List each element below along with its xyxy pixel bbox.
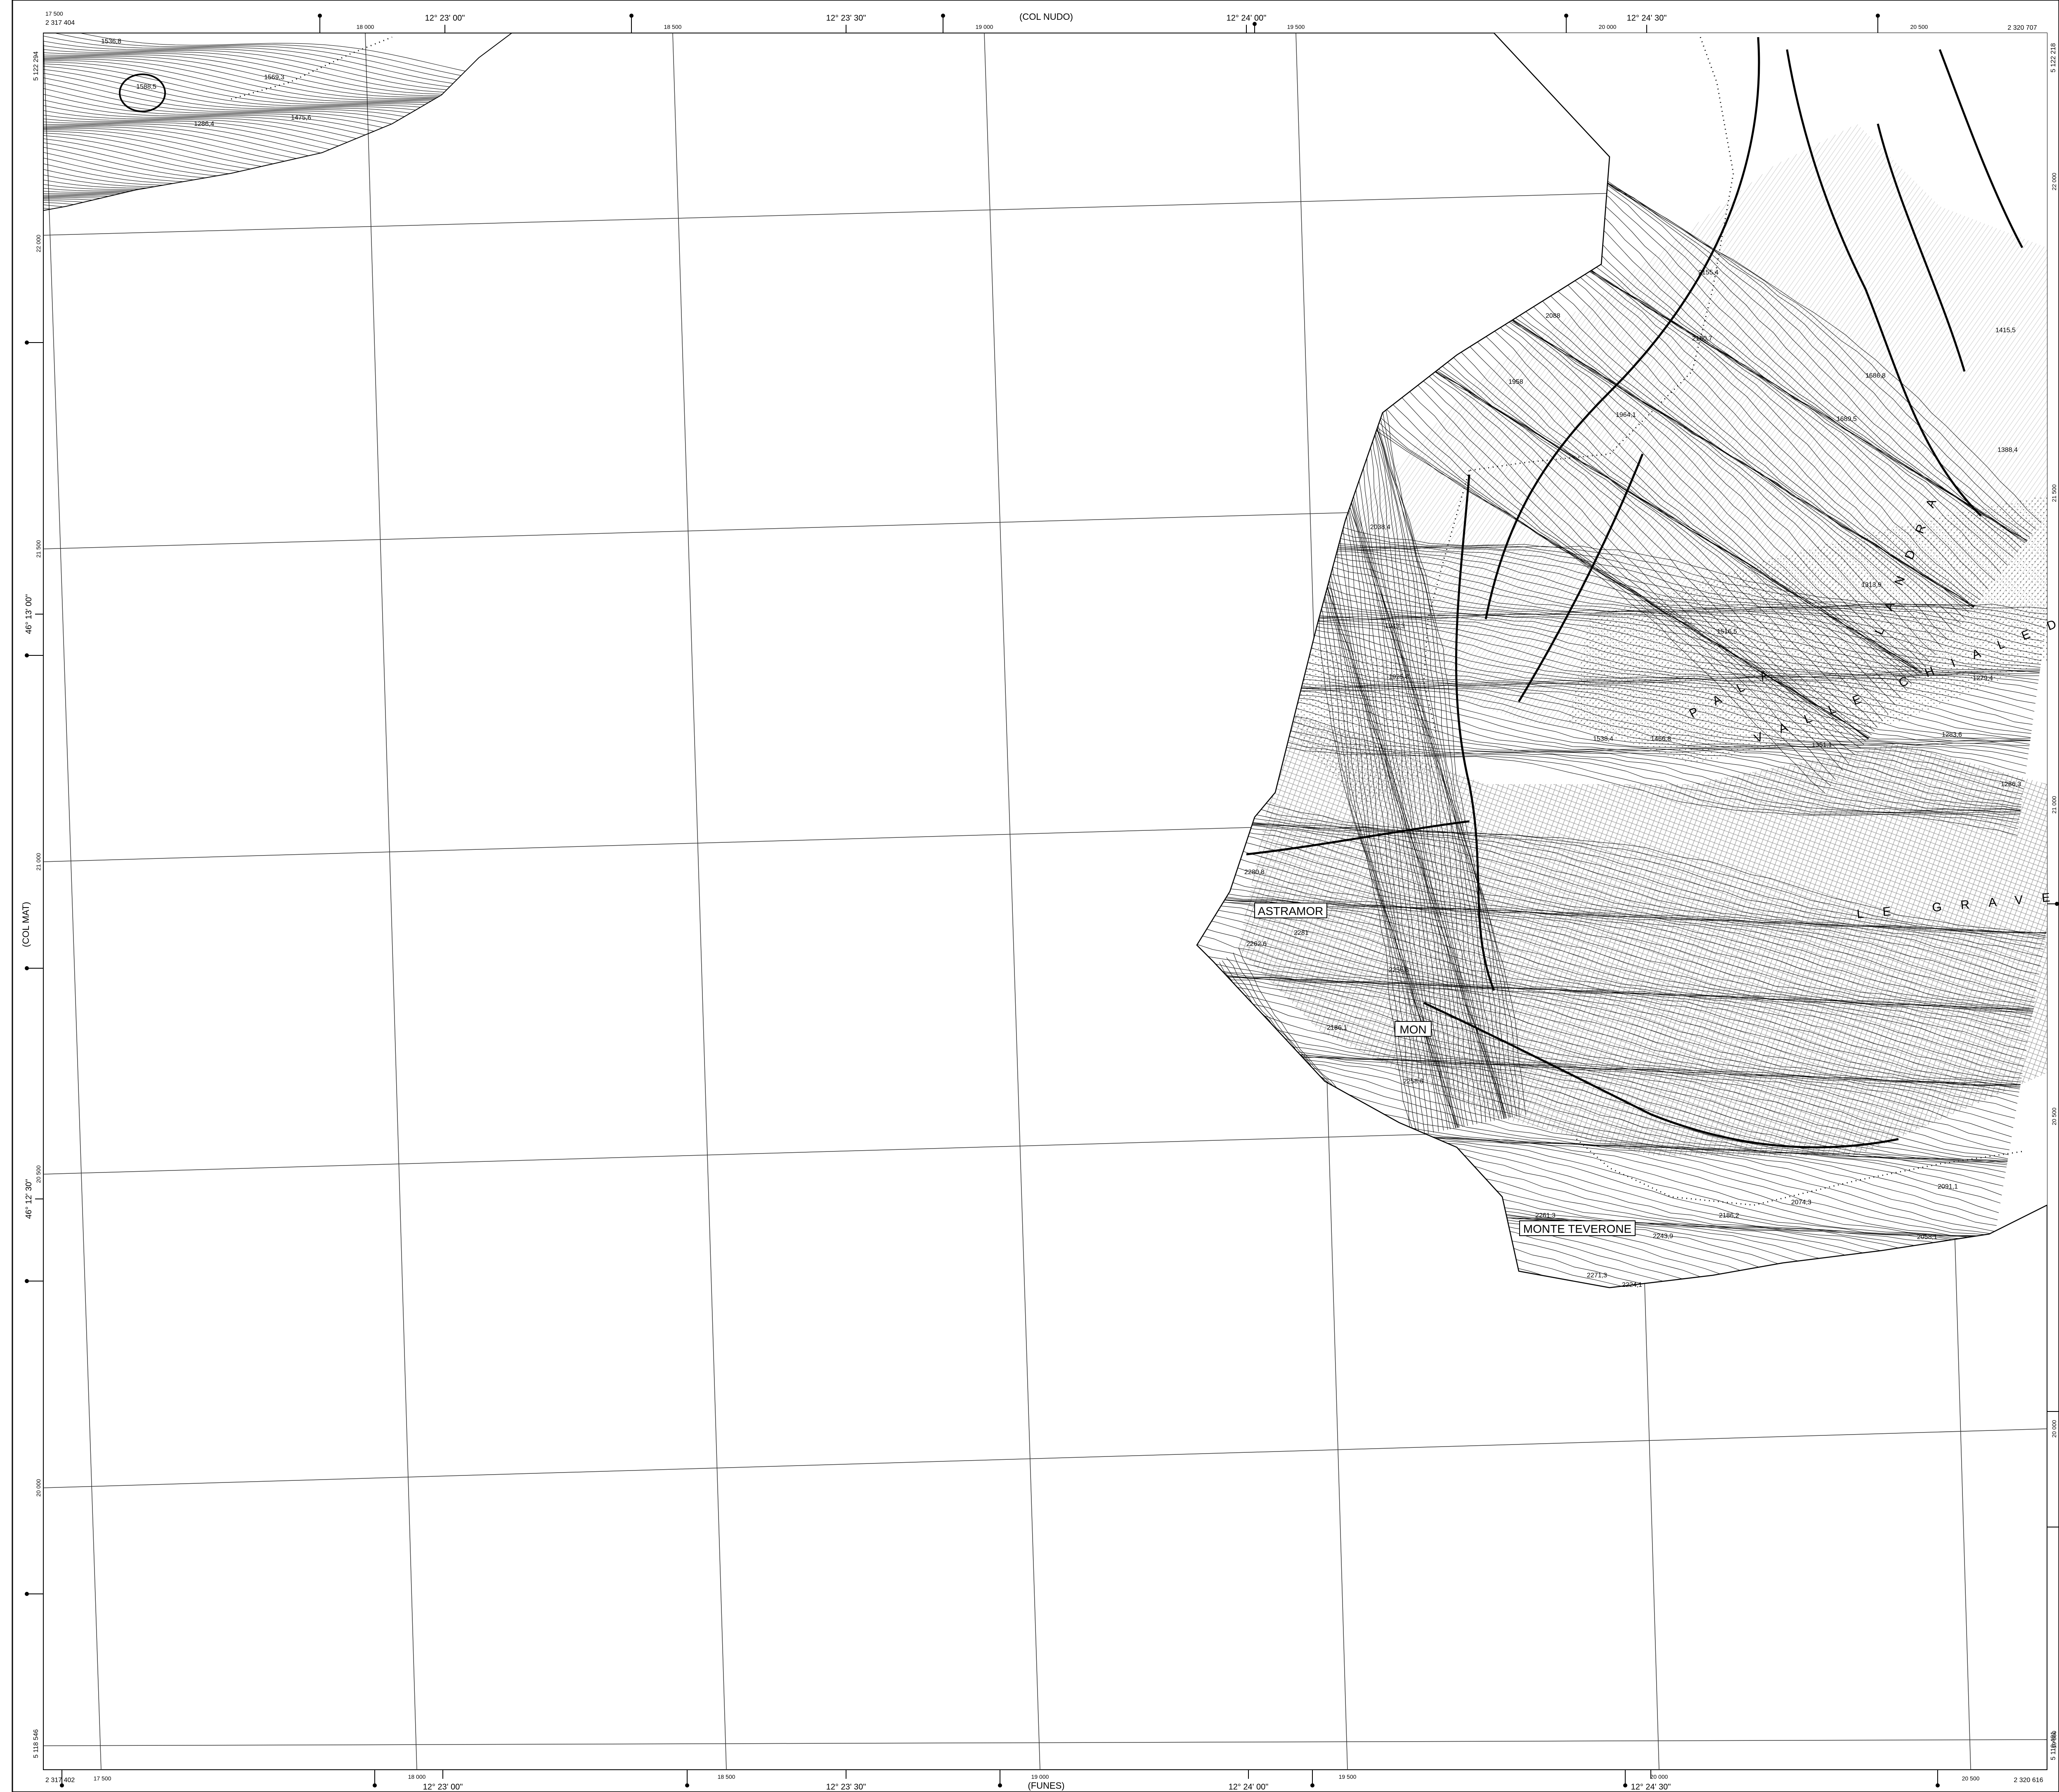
spot-height: 2261,3 xyxy=(1535,1212,1555,1219)
right-northing-6: 19 500 xyxy=(2051,1731,2057,1748)
spot-height: 1536,8 xyxy=(101,38,121,45)
place-name-astramor: ASTRAMOR xyxy=(1258,905,1324,917)
corner-bl-easting: 17 500 xyxy=(94,1775,111,1782)
spot-height: 2262,6 xyxy=(1246,941,1267,948)
bottom-easting-2: 18 500 xyxy=(718,1773,735,1780)
adjacent-sheet-south: (FUNES) xyxy=(1028,1780,1064,1791)
place-name-monte-teverone: MONTE TEVERONE xyxy=(1523,1222,1631,1235)
spot-height: 1286,4 xyxy=(194,121,214,128)
right-corner-bottom: 5 118 481 xyxy=(2050,1731,2057,1760)
spot-height: 1475,6 xyxy=(291,114,311,121)
corner-tl-label: 2 317 404 xyxy=(45,19,75,26)
adjacent-sheet-north: (COL NUDO) xyxy=(1019,12,1073,22)
spot-height: 1466,8 xyxy=(1651,735,1671,742)
spot-height: 2281 xyxy=(1294,929,1309,936)
spot-height: 1279,4 xyxy=(1973,675,1993,682)
spot-height: 2074,3 xyxy=(1791,1199,1811,1206)
left-northing-5: 20 000 xyxy=(35,1479,42,1496)
top-longitude-2: 12° 23' 30" xyxy=(826,14,866,23)
spot-height: 2091,1 xyxy=(1938,1183,1958,1190)
spot-height: 2186,1 xyxy=(1327,1024,1347,1031)
corner-bl-label: 2 317 402 xyxy=(45,1777,75,1784)
spot-height: 1925,8 xyxy=(1389,674,1409,681)
spot-height: 2155,4 xyxy=(1698,269,1719,276)
left-corner-bottom: 5 118 546 xyxy=(33,1729,40,1758)
right-northing-4: 20 500 xyxy=(2051,1107,2057,1125)
spot-height: 2256,6 xyxy=(1389,967,1409,974)
bottom-easting-6: 20 500 xyxy=(1962,1775,1980,1782)
spot-height: 2180,7 xyxy=(1692,335,1712,342)
right-corner-top: 5 122 218 xyxy=(2050,43,2057,72)
spot-height: 1689,5 xyxy=(1837,416,1857,423)
frame-annotations: (COL NUDO) (FUNES) (COL MAT) 17 500 2 31… xyxy=(21,10,2057,1792)
spot-height: 1958 xyxy=(1508,378,1523,385)
bottom-longitude-1: 12° 23' 00" xyxy=(423,1783,463,1792)
spot-height: 1351,1 xyxy=(1812,742,1832,749)
top-easting-1: 18 000 xyxy=(357,24,374,30)
spot-height: 2186,2 xyxy=(1719,1212,1739,1219)
terrain-boundary xyxy=(1196,33,2047,1288)
top-longitude-3: 12° 24' 00" xyxy=(1227,14,1267,23)
left-northing-2: 21 500 xyxy=(35,540,42,558)
left-latitude-1: 46° 13' 00" xyxy=(24,594,33,634)
top-easting-3: 19 000 xyxy=(976,24,993,30)
left-northing-1: 22 000 xyxy=(35,234,42,252)
spot-height: 1943,3 xyxy=(1385,623,1405,630)
right-northing-2: 21 500 xyxy=(2051,484,2057,502)
top-longitude-1: 12° 23' 00" xyxy=(425,14,465,23)
spot-height: 2271,3 xyxy=(1587,1272,1607,1279)
spot-height: 1686,8 xyxy=(1865,372,1886,379)
corner-tl-easting: 17 500 xyxy=(45,10,63,17)
spot-height: 2280,8 xyxy=(1244,869,1265,876)
left-latitude-2: 46° 12' 30" xyxy=(24,1179,33,1219)
right-northing-1: 22 000 xyxy=(2051,173,2057,190)
spot-heights: 1536,8 1588,5 1569,3 1475,6 1286,4 2088 … xyxy=(101,38,2021,1288)
spot-height: 1588,5 xyxy=(136,83,156,90)
spot-height: 1388,4 xyxy=(1998,447,2018,454)
left-northing-4: 20 500 xyxy=(35,1165,42,1183)
top-easting-5: 20 000 xyxy=(1599,24,1617,30)
bottom-longitude-2: 12° 23' 30" xyxy=(826,1783,866,1792)
left-corner-top: 5 122 294 xyxy=(33,51,40,80)
right-northing-3: 21 000 xyxy=(2051,796,2057,813)
left-northing-3: 21 000 xyxy=(35,853,42,870)
place-name-mon: MON xyxy=(1399,1023,1426,1036)
place-names: ASTRAMOR MON MONTE TEVERONE xyxy=(1254,903,1636,1236)
spot-height: 1415,5 xyxy=(1995,327,2016,334)
spot-height: 1538,4 xyxy=(1593,735,1613,742)
spot-height: 2088 xyxy=(1546,312,1560,319)
spot-height: 1286,3 xyxy=(2001,781,2021,788)
spot-height: 1516,5 xyxy=(1717,628,1737,635)
spot-height: 2224,1 xyxy=(1622,1281,1642,1288)
corner-br-label: 2 320 616 xyxy=(2014,1777,2043,1784)
right-northing-5: 20 000 xyxy=(2051,1420,2057,1437)
top-easting-6: 20 500 xyxy=(1910,24,1928,30)
trails xyxy=(231,36,2023,1206)
bottom-longitude-4: 12° 24' 30" xyxy=(1631,1783,1671,1792)
top-easting-2: 18 500 xyxy=(664,24,682,30)
adjacent-sheet-west: (COL MAT) xyxy=(21,902,31,947)
spot-height: 1313,9 xyxy=(1861,582,1882,589)
bottom-easting-5: 20 000 xyxy=(1650,1773,1668,1780)
bottom-longitude-3: 12° 24' 00" xyxy=(1229,1783,1269,1792)
spot-height: 2243,9 xyxy=(1653,1233,1673,1240)
spot-height: 1964,1 xyxy=(1616,411,1636,418)
spot-height: 2258,6 xyxy=(1403,1078,1423,1085)
bottom-easting-3: 19 000 xyxy=(1031,1773,1049,1780)
top-easting-4: 19 500 xyxy=(1287,24,1305,30)
spot-height: 1569,3 xyxy=(264,74,284,81)
frame-ticks xyxy=(25,14,2059,1787)
spot-height: 2038,4 xyxy=(1370,524,1390,531)
bottom-easting-4: 19 500 xyxy=(1339,1773,1357,1780)
spot-height: 1283,6 xyxy=(1942,731,1962,738)
corner-tr-label: 2 320 707 xyxy=(2007,24,2037,31)
top-longitude-4: 12° 24' 30" xyxy=(1627,14,1667,23)
spot-height: 2058,1 xyxy=(1917,1234,1937,1241)
ridge-lines xyxy=(1246,37,2024,1149)
bottom-easting-1: 18 000 xyxy=(408,1773,426,1780)
